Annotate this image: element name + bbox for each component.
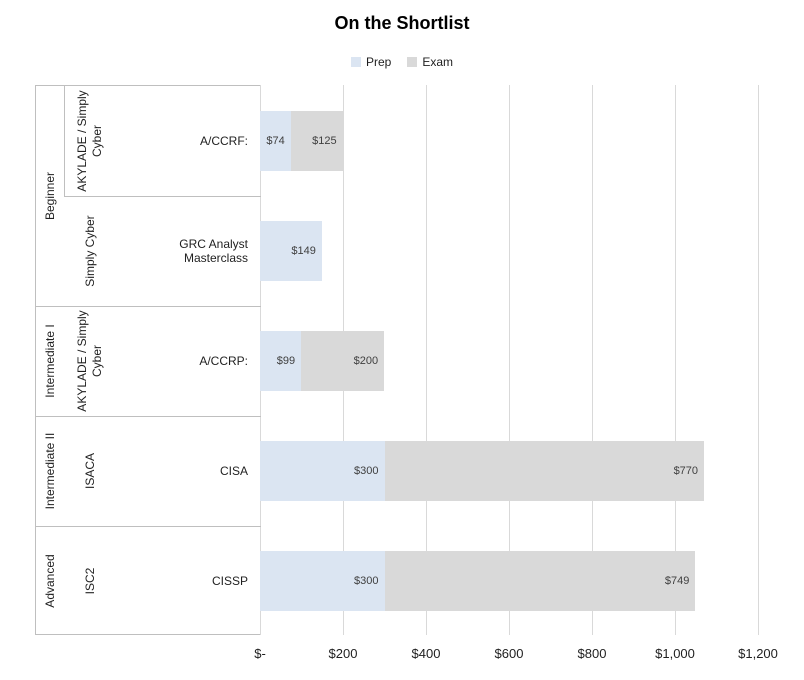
- provider-label-text: AKYLADE / Simply Cyber: [75, 90, 104, 192]
- tier-sub-border: [64, 86, 65, 196]
- bar-segment-prep: $149: [260, 221, 322, 281]
- legend-label-exam: Exam: [422, 55, 454, 69]
- provider-label: AKYLADE / Simply Cyber: [64, 86, 116, 196]
- legend-item-exam: Exam: [407, 55, 453, 69]
- tier-separator-line: [36, 306, 261, 307]
- gridline: [758, 85, 759, 635]
- bar-value-label: $770: [673, 465, 699, 477]
- provider-label: ISACA: [64, 416, 116, 526]
- x-tick-label: $1,000: [655, 646, 695, 661]
- bar-segment-prep: $74: [260, 111, 291, 171]
- tier-label: Intermediate II: [36, 416, 64, 526]
- legend-label-prep: Prep: [365, 55, 392, 69]
- legend-swatch-prep: [350, 57, 361, 67]
- provider-label: Simply Cyber: [64, 196, 116, 306]
- bar-value-label: $99: [276, 355, 296, 367]
- bar-value-label: $300: [354, 575, 379, 587]
- bar-segment-exam: $200: [301, 331, 385, 391]
- provider-label: AKYLADE / Simply Cyber: [64, 306, 116, 416]
- course-label: GRC Analyst Masterclass: [179, 237, 248, 265]
- gridline: [426, 85, 427, 635]
- x-tick-label: $1,200: [738, 646, 778, 661]
- course-label: CISA: [219, 464, 248, 478]
- course-label: A/CCRP:: [199, 354, 248, 368]
- bar-value-label: $74: [266, 135, 285, 147]
- tier-label-text: Beginner: [42, 171, 57, 221]
- x-tick-label: $800: [577, 646, 607, 661]
- provider-label-text: ISC2: [82, 567, 97, 595]
- course-label: CISSP: [211, 574, 248, 588]
- category-label-area: Beginner Intermediate I Intermediate II Adv…: [35, 85, 261, 636]
- tier-label: Intermediate I: [36, 306, 64, 416]
- bar-segment-exam: $770: [384, 441, 705, 501]
- tier-label-text: Intermediate I: [42, 324, 57, 398]
- bar-value-label: $149: [291, 245, 316, 257]
- provider-label: ISC2: [64, 526, 116, 636]
- bar-value-label: $749: [664, 575, 690, 587]
- provider-separator-line: [64, 196, 261, 197]
- provider-label-text: ISACA: [82, 453, 97, 490]
- x-tick-label: $200: [328, 646, 358, 661]
- tier-label-text: Advanced: [42, 554, 57, 608]
- x-tick-label: $400: [411, 646, 441, 661]
- course-label: A/CCRF:: [200, 134, 248, 148]
- tier-separator-line: [36, 416, 261, 417]
- tier-label-text: Intermediate II: [42, 432, 57, 510]
- tier-label: Advanced: [36, 526, 64, 636]
- gridline: [675, 85, 676, 635]
- legend-swatch-exam: [407, 57, 418, 67]
- x-tick-label: $600: [494, 646, 524, 661]
- tier-label: Beginner: [36, 86, 64, 306]
- tier-separator-line: [36, 526, 261, 527]
- x-tick-label: $-: [254, 646, 266, 661]
- gridline: [592, 85, 593, 635]
- bars-layer: $74 $125 $149 $99 $200 $300 $770 $300 $749: [260, 85, 800, 635]
- bar-segment-exam: $125: [290, 111, 343, 171]
- provider-label-text: AKYLADE / Simply Cyber: [75, 310, 104, 412]
- bar-value-label: $300: [354, 465, 379, 477]
- provider-label-text: Simply Cyber: [82, 215, 97, 287]
- legend-item-prep: Prep: [350, 55, 392, 69]
- bar-segment-prep: $300: [260, 551, 385, 611]
- bar-value-label: $125: [312, 135, 337, 147]
- x-axis: $- $200 $400 $600 $800 $1,000 $1,200: [0, 646, 804, 666]
- bar-segment-prep: $99: [260, 331, 302, 391]
- bar-segment-prep: $300: [260, 441, 385, 501]
- legend: Prep Exam: [0, 55, 804, 69]
- chart-title: On the Shortlist: [334, 13, 470, 33]
- bar-value-label: $200: [353, 355, 379, 367]
- gridline: [509, 85, 510, 635]
- bar-segment-exam: $749: [384, 551, 696, 611]
